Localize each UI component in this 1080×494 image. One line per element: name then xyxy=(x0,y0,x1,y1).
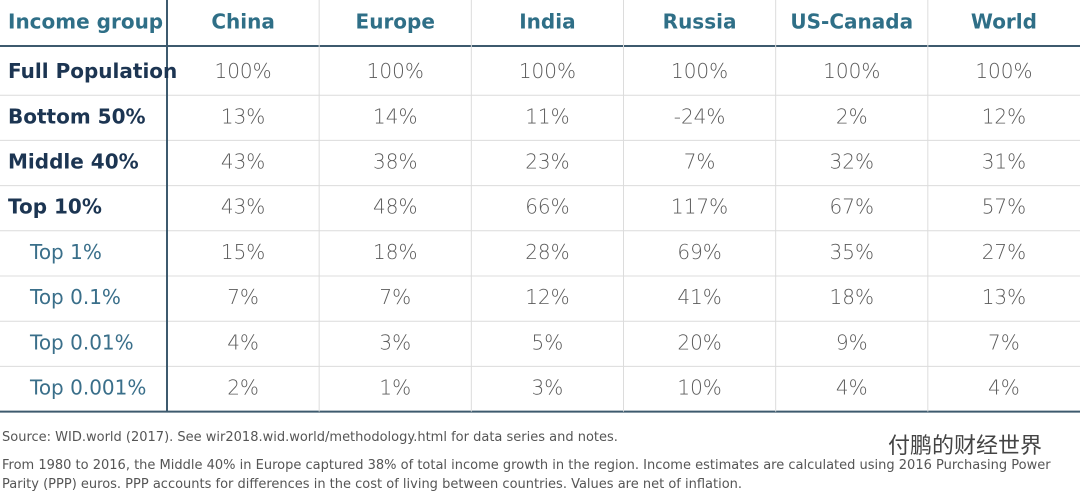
value-cell: 4% xyxy=(227,330,259,354)
value-cell: 100% xyxy=(671,59,728,83)
value-cell: 7% xyxy=(988,330,1020,354)
header-cell: Russia xyxy=(663,10,737,34)
income-table: Income group China Europe India Russia US-Can… xyxy=(0,0,1080,413)
value-cell: 35% xyxy=(830,240,874,264)
value-cell: 41% xyxy=(677,285,721,309)
value-cell: 100% xyxy=(975,59,1032,83)
header-cell: Europe xyxy=(356,10,435,34)
value-cell: 4% xyxy=(836,376,868,400)
value-cell: 48% xyxy=(373,195,417,219)
value-cell: 13% xyxy=(982,285,1026,309)
value-cell: 10% xyxy=(677,376,721,400)
value-cell: 117% xyxy=(671,195,728,219)
value-cell: 7% xyxy=(379,285,411,309)
row-label: Bottom 50% xyxy=(8,104,146,128)
value-cell: 31% xyxy=(982,150,1026,174)
value-cell: 18% xyxy=(830,285,874,309)
value-cell: 100% xyxy=(519,59,576,83)
source-note: Source: WID.world (2017). See wir2018.wi… xyxy=(2,430,618,445)
value-cell: 66% xyxy=(525,195,569,219)
value-cell: 11% xyxy=(525,104,569,128)
footnote: From 1980 to 2016, the Middle 40% in Eur… xyxy=(2,458,1051,492)
watermark: 付鹏的财经世界 xyxy=(887,434,1042,459)
value-cell: 32% xyxy=(830,150,874,174)
value-cell: 3% xyxy=(379,330,411,354)
value-cell: 15% xyxy=(221,240,265,264)
value-cell: 67% xyxy=(830,195,874,219)
value-cell: 1% xyxy=(379,376,411,400)
row-label: Top 10% xyxy=(8,195,102,219)
row-label: Top 0.01% xyxy=(29,330,134,354)
header-cell: Income group xyxy=(8,10,163,34)
header-cell: India xyxy=(519,10,575,34)
value-cell: 3% xyxy=(532,376,564,400)
value-cell: 13% xyxy=(221,104,265,128)
value-cell: 100% xyxy=(367,59,424,83)
row-label: Top 1% xyxy=(29,240,102,264)
value-cell: 43% xyxy=(221,195,265,219)
value-cell: 12% xyxy=(982,104,1026,128)
row-label: Top 0.001% xyxy=(29,376,146,400)
value-cell: 20% xyxy=(677,330,721,354)
value-cell: 100% xyxy=(214,59,271,83)
header-cell: World xyxy=(971,10,1037,34)
value-cell: 2% xyxy=(836,104,868,128)
header-cell: US-Canada xyxy=(790,10,913,34)
row-label: Top 0.1% xyxy=(29,285,121,309)
value-cell: 18% xyxy=(373,240,417,264)
value-cell: 100% xyxy=(823,59,880,83)
header-cell: China xyxy=(211,10,275,34)
value-cell: 28% xyxy=(525,240,569,264)
value-cell: 7% xyxy=(684,150,716,174)
value-cell: 7% xyxy=(227,285,259,309)
value-cell: 38% xyxy=(373,150,417,174)
value-cell: -24% xyxy=(674,104,726,128)
value-cell: 69% xyxy=(677,240,721,264)
value-cell: 9% xyxy=(836,330,868,354)
row-label: Full Population xyxy=(8,59,177,83)
value-cell: 5% xyxy=(532,330,564,354)
value-cell: 43% xyxy=(221,150,265,174)
value-cell: 12% xyxy=(525,285,569,309)
value-cell: 2% xyxy=(227,376,259,400)
row-label: Middle 40% xyxy=(8,150,139,174)
value-cell: 4% xyxy=(988,376,1020,400)
value-cell: 27% xyxy=(982,240,1026,264)
value-cell: 14% xyxy=(373,104,417,128)
value-cell: 23% xyxy=(525,150,569,174)
value-cell: 57% xyxy=(982,195,1026,219)
